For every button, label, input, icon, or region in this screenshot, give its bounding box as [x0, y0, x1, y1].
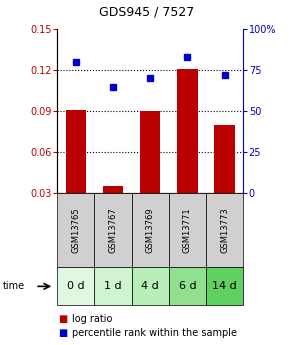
- Bar: [66, 110, 86, 193]
- Text: log ratio: log ratio: [72, 314, 112, 324]
- Text: GSM13769: GSM13769: [146, 207, 155, 253]
- Bar: [177, 69, 197, 193]
- Text: GSM13771: GSM13771: [183, 207, 192, 253]
- Text: GSM13773: GSM13773: [220, 207, 229, 253]
- Text: percentile rank within the sample: percentile rank within the sample: [72, 328, 237, 338]
- Text: ■: ■: [59, 328, 68, 338]
- Text: GSM13767: GSM13767: [108, 207, 117, 253]
- Bar: [103, 186, 123, 193]
- Text: 14 d: 14 d: [212, 282, 237, 291]
- Bar: [214, 125, 235, 193]
- Bar: [140, 111, 160, 193]
- Text: GDS945 / 7527: GDS945 / 7527: [99, 6, 194, 19]
- Text: ■: ■: [59, 314, 68, 324]
- Text: 4 d: 4 d: [141, 282, 159, 291]
- Text: 0 d: 0 d: [67, 282, 85, 291]
- Text: 1 d: 1 d: [104, 282, 122, 291]
- Text: time: time: [3, 282, 25, 291]
- Text: GSM13765: GSM13765: [71, 207, 80, 253]
- Text: 6 d: 6 d: [178, 282, 196, 291]
